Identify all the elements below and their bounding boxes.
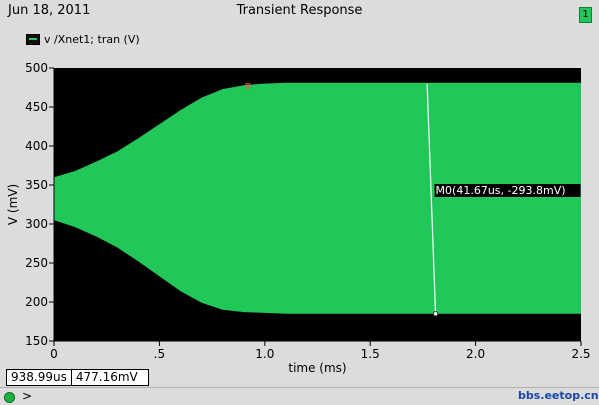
watermark: bbs.eetop.cn [518,389,599,402]
x-tick-label: 2.5 [571,347,590,361]
marker-label: M0(41.67us, -293.8mV) [436,184,566,197]
command-prompt[interactable]: > [22,389,33,403]
legend[interactable]: v /Xnet1; tran (V) [26,33,140,46]
readout-separator [70,370,72,385]
x-axis-label: time (ms) [288,361,346,375]
x-tick-label: .5 [154,347,165,361]
y-tick-label: 150 [25,334,48,348]
x-tick-label: 1.0 [255,347,274,361]
x-tick-label: 1.5 [361,347,380,361]
x-tick-label: 0 [50,347,58,361]
y-tick-label: 500 [25,61,48,75]
peak-marker[interactable] [245,83,251,89]
x-axis: 0 .5 1.0 1.5 2.0 2.5 [50,341,591,361]
subwindow-badge[interactable]: 1 [579,7,592,23]
marker-cursor-line[interactable] [426,83,437,314]
y-tick-label: 300 [25,217,48,231]
readout-x: 938.99us [11,370,67,384]
plot-date: Jun 18, 2011 [8,3,91,18]
waveform-envelope [54,82,581,314]
legend-swatch-icon [26,34,40,45]
status-bar: > [0,387,599,405]
legend-label: v /Xnet1; tran (V) [44,33,140,46]
x-tick-label: 2.0 [466,347,485,361]
y-axis: 150 200 250 300 350 400 450 500 [25,61,54,348]
y-tick-label: 450 [25,100,48,114]
y-tick-label: 400 [25,139,48,153]
y-tick-label: 350 [25,178,48,192]
plot-title: Transient Response [236,3,363,18]
y-axis-label: V (mV) [6,184,20,225]
cursor-endpoint-marker[interactable] [432,311,439,317]
title-bar: Jun 18, 2011 Transient Response 1 [0,0,599,23]
marker-label-background [434,184,581,197]
status-led-icon [4,392,15,403]
y-tick-label: 250 [25,256,48,270]
readout-y: 477.16mV [75,370,138,384]
cursor-readout[interactable]: 938.99us 477.16mV [6,369,149,386]
y-tick-label: 200 [25,295,48,309]
